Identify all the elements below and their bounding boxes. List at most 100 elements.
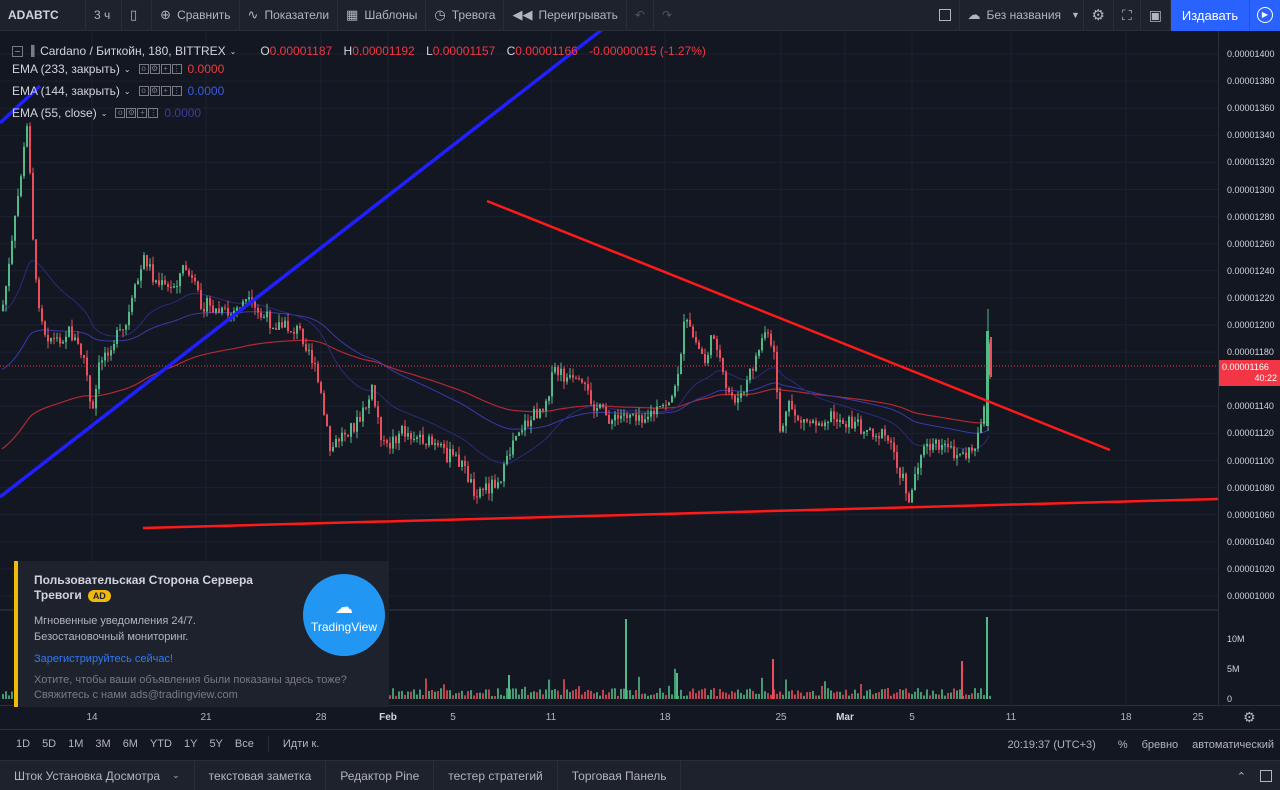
volume-bar: [977, 692, 979, 699]
more-icon[interactable]: ⋮: [171, 64, 182, 74]
range-button[interactable]: 3M: [95, 738, 111, 750]
ad-popup[interactable]: Пользовательская Сторона Сервера Тревоги…: [14, 561, 389, 707]
eye-icon[interactable]: o: [115, 108, 126, 118]
volume-bar: [953, 688, 955, 699]
chevron-down-icon[interactable]: ⌄: [100, 108, 108, 118]
tab-strategy-tester[interactable]: тестер стратегий: [434, 760, 558, 790]
candle-body: [449, 449, 451, 463]
candle-body: [17, 196, 19, 216]
more-icon[interactable]: ⋮: [171, 86, 182, 96]
eye-icon[interactable]: o: [138, 64, 149, 74]
eye-icon[interactable]: o: [138, 86, 149, 96]
legend-ema-144[interactable]: EMA (144, закрыть) ⌄ o ⚙ + ⋮ 0.0000: [12, 80, 714, 102]
gear-icon[interactable]: ⚙: [1243, 709, 1256, 725]
range-button[interactable]: YTD: [149, 738, 172, 750]
range-button[interactable]: 5D: [42, 738, 57, 750]
range-button[interactable]: Все: [234, 738, 254, 750]
ad-signup-link[interactable]: Зарегистрируйтесь сейчас!: [34, 653, 174, 665]
volume-bar: [593, 693, 595, 699]
goto-date-button[interactable]: Идти к.: [282, 738, 320, 750]
clock[interactable]: 20:19:37 (UTC+3): [1007, 738, 1096, 751]
candle-body: [80, 343, 82, 355]
volume-bar: [923, 695, 925, 699]
time-axis[interactable]: ⚙ 14 21 28 Feb 5 11 18 25 Mar 5 11 18 25: [0, 705, 1280, 729]
percent-toggle[interactable]: %: [1117, 738, 1128, 751]
collapse-icon[interactable]: [12, 45, 23, 57]
tab-stock-screener[interactable]: Шток Установка Досмотра ⌄: [0, 760, 195, 790]
candle-body: [302, 328, 304, 345]
more-icon[interactable]: ⋮: [148, 108, 159, 118]
undo-button[interactable]: ↶: [627, 0, 654, 31]
price-tick-label: 0.00001100: [1227, 455, 1274, 466]
symbol-search[interactable]: ADABTC: [0, 0, 86, 31]
chevron-down-icon[interactable]: ⌄: [123, 86, 131, 96]
auto-toggle[interactable]: автоматический: [1192, 738, 1274, 751]
range-button[interactable]: 5Y: [209, 738, 223, 750]
plus-icon[interactable]: +: [137, 108, 148, 118]
candle-body: [284, 320, 286, 328]
log-toggle[interactable]: бревно: [1141, 738, 1179, 751]
chevron-down-icon[interactable]: ⌄: [123, 64, 131, 74]
tab-trading-panel[interactable]: Торговая Панель: [558, 760, 682, 790]
interval-selector[interactable]: 3 ч: [86, 0, 122, 31]
candle-body: [986, 331, 989, 426]
candle-body: [608, 415, 610, 424]
compare-button[interactable]: ⊕ Сравнить: [152, 0, 240, 31]
candle-body: [533, 409, 535, 421]
legend-ema-55[interactable]: EMA (55, close) ⌄ o ⚙ + ⋮ 0.0000: [12, 102, 714, 124]
volume-bar: [428, 691, 430, 699]
ema-233-actions[interactable]: o ⚙ + ⋮: [138, 64, 182, 74]
templates-button[interactable]: ▦ Шаблоны: [338, 0, 427, 31]
gear-icon[interactable]: ⚙: [149, 64, 160, 74]
layout-name-button[interactable]: ☁ Без названия ▼: [960, 0, 1084, 31]
chevron-up-icon[interactable]: ⌃: [1236, 770, 1246, 783]
legend-ema-233[interactable]: EMA (233, закрыть) ⌄ o ⚙ + ⋮ 0.0000: [12, 58, 714, 80]
time-tick-label: 11: [545, 712, 557, 723]
volume-bar: [551, 690, 553, 699]
symbol-title[interactable]: Cardano / Биткойн, 180, BITTREX: [40, 44, 226, 58]
volume-bar: [824, 681, 826, 699]
time-tick-label: 14: [86, 712, 98, 723]
range-button[interactable]: 1M: [68, 738, 84, 750]
range-button[interactable]: 1Y: [183, 738, 198, 750]
volume-bar: [539, 689, 541, 699]
snapshot-button[interactable]: ▣: [1141, 0, 1171, 31]
candle-body: [809, 421, 811, 424]
candle-body: [938, 439, 940, 450]
replay-button[interactable]: ◀◀ Переигрывать: [504, 0, 627, 31]
plus-icon[interactable]: +: [160, 64, 171, 74]
fullscreen-toggle[interactable]: [931, 0, 960, 31]
expand-icon: ⛶: [1121, 6, 1132, 23]
indicators-button[interactable]: ∿ Показатели: [240, 0, 339, 31]
candle-body: [152, 264, 154, 283]
tab-pine-editor[interactable]: Редактор Pine: [326, 760, 435, 790]
candle-body: [89, 375, 91, 402]
publish-button[interactable]: Издавать: [1171, 0, 1249, 31]
gear-icon[interactable]: ⚙: [149, 86, 160, 96]
volume-bar: [8, 695, 10, 699]
ema-144-actions[interactable]: o ⚙ + ⋮: [138, 86, 182, 96]
chart-style-button[interactable]: ▯: [122, 0, 153, 31]
fullscreen-button[interactable]: ⛶: [1114, 0, 1141, 31]
candle-body: [353, 423, 355, 432]
high-label: H: [343, 44, 353, 58]
range-button[interactable]: 1D: [16, 738, 31, 750]
chevron-down-icon[interactable]: ⌄: [229, 46, 237, 56]
alert-button[interactable]: ◷ Тревога: [426, 0, 505, 31]
plus-icon[interactable]: +: [160, 86, 171, 96]
maximize-icon[interactable]: [1260, 770, 1272, 782]
candle-body: [497, 482, 499, 488]
price-axis[interactable]: 0.00001400 0.00001380 0.00001360 0.00001340…: [1218, 31, 1280, 705]
tab-label: текстовая заметка: [208, 768, 312, 783]
volume-bar: [446, 690, 448, 699]
publish-menu-button[interactable]: ▶: [1249, 0, 1280, 31]
gear-icon[interactable]: ⚙: [126, 108, 137, 118]
tab-text-notes[interactable]: текстовая заметка: [195, 760, 327, 790]
redo-button[interactable]: ↷: [654, 0, 680, 31]
range-button[interactable]: 6M: [122, 738, 138, 750]
price-chart[interactable]: [0, 31, 1218, 705]
ad-footer-line-2[interactable]: Свяжитесь с нами ads@tradingview.com: [34, 689, 238, 701]
tradingview-logo[interactable]: ☁ TradingView: [303, 574, 385, 656]
ema-55-actions[interactable]: o ⚙ + ⋮: [115, 108, 159, 118]
settings-button[interactable]: ⚙: [1084, 0, 1114, 31]
